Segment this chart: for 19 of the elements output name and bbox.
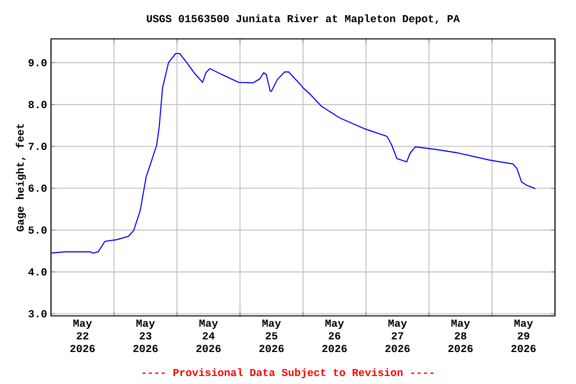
x-tick-label: May 28 2026 (448, 320, 473, 352)
x-tick-label: May 27 2026 (385, 320, 410, 352)
y-tick-label: 8.0 (28, 100, 47, 108)
x-tick-label: May 24 2026 (196, 320, 221, 352)
chart-title: USGS 01563500 Juniata River at Mapleton Depot, PA (146, 14, 460, 24)
y-tick-label: 9.0 (28, 59, 47, 66)
x-tick-label: May 29 2026 (511, 320, 536, 352)
x-tick-label: May 26 2026 (322, 320, 347, 352)
x-tick-label: May 25 2026 (259, 320, 284, 352)
x-tick-label: May 22 2026 (70, 320, 95, 352)
y-tick-label: 7.0 (28, 142, 47, 150)
y-tick-label: 4.0 (28, 268, 47, 276)
y-tick-label: 3.0 (28, 310, 47, 318)
y-axis-title: Gage height, feet (16, 124, 26, 232)
x-tick-label: May 23 2026 (133, 320, 158, 352)
text: ---- Provisional Data Subject to Revision ---- (142, 368, 434, 378)
line-series (51, 52, 536, 254)
y-tick-label: 5.0 (28, 226, 47, 234)
y-tick-label: 6.0 (28, 184, 47, 192)
